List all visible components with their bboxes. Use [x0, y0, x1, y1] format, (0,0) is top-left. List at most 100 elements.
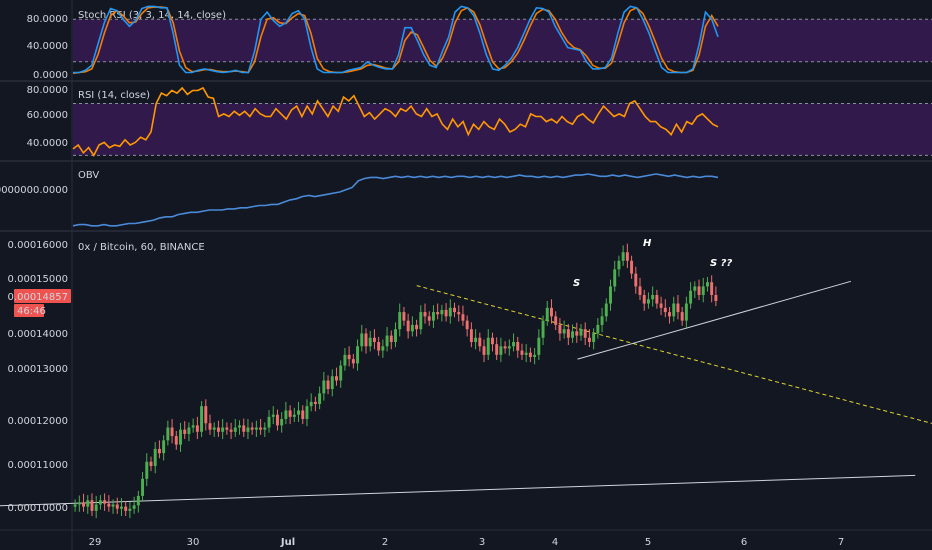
candle-body [238, 425, 241, 428]
candle-body [410, 324, 414, 332]
candle-body [351, 359, 355, 364]
candle-body [322, 380, 326, 394]
candle-body [524, 352, 528, 355]
candle-body [541, 320, 545, 338]
candle-body [162, 440, 166, 454]
candle-body [630, 260, 634, 274]
candle-body [453, 307, 456, 313]
candle-body [474, 337, 478, 343]
candle-body [402, 312, 406, 321]
annotation-right-shoulder: S ?? [710, 258, 732, 269]
candle-body [136, 495, 140, 506]
xtick: 6 [741, 537, 747, 548]
candle-body [592, 333, 596, 343]
candle-body [166, 427, 170, 441]
candle-body [680, 312, 684, 321]
candle-body [583, 329, 587, 338]
candle-body [297, 410, 301, 415]
candle-body [208, 423, 212, 430]
candle-body [398, 312, 402, 330]
rsi-band [73, 103, 932, 156]
candle-body [103, 500, 107, 504]
candle-body [284, 410, 288, 419]
candle-body [115, 504, 119, 509]
candle-body [646, 299, 650, 304]
candle-body [406, 320, 410, 332]
candle-body [537, 337, 541, 355]
candle-body [495, 344, 499, 355]
candle-body [579, 329, 583, 336]
candle-body [364, 333, 368, 347]
candle-body [600, 316, 604, 325]
price-ytick: 0.00013000 [8, 364, 68, 375]
candle-body [183, 429, 187, 434]
candle-body [609, 286, 612, 304]
candle-body [111, 504, 115, 507]
candle-body [575, 331, 579, 336]
candle-body [642, 294, 646, 304]
candle-body [710, 282, 714, 295]
candle-body [377, 342, 381, 351]
candle-body [545, 307, 549, 321]
candle-body [204, 406, 208, 424]
candle-body [339, 365, 343, 381]
countdown-badge [14, 304, 44, 317]
chart-plot-area [0, 5, 932, 519]
candle-body [90, 500, 94, 511]
candle-body [562, 329, 566, 334]
countdown-label: 46:46 [17, 306, 46, 317]
xtick: 29 [89, 537, 102, 548]
candle-body [469, 329, 473, 343]
candle-body [360, 333, 364, 347]
candle-body [381, 346, 385, 351]
price-ytick: 0.00015000 [8, 274, 68, 285]
candle-body [668, 312, 671, 317]
candle-body [566, 329, 570, 338]
candle-body [419, 312, 423, 330]
candle-body [520, 350, 524, 355]
annotation-head: H [643, 238, 652, 249]
candle-body [170, 427, 174, 437]
candle-body [254, 427, 258, 430]
candle-body [263, 427, 267, 430]
candle-body [440, 309, 444, 315]
candle-body [73, 504, 77, 507]
candle-body [259, 427, 263, 430]
candle-body [246, 427, 250, 432]
candle-body [212, 427, 216, 430]
candle-body [621, 252, 625, 261]
xtick: 5 [645, 537, 651, 548]
candle-body [301, 410, 305, 419]
candle-body [394, 329, 397, 343]
price-ytick: 0.00010000 [8, 503, 68, 514]
current-price-badge [14, 289, 71, 303]
candle-body [267, 416, 271, 428]
candle-body [98, 500, 102, 505]
candle-body [153, 448, 157, 467]
candle-body [596, 324, 600, 334]
candle-body [225, 427, 229, 430]
stochrsi-band [73, 19, 932, 62]
candle-body [141, 478, 145, 496]
candle-body [587, 337, 591, 343]
candle-body [571, 331, 575, 338]
candle-body [693, 286, 697, 291]
candle-body [554, 316, 558, 325]
candle-body [423, 312, 427, 317]
candle-body [372, 337, 376, 343]
candle-body [149, 461, 153, 467]
candle-body [271, 414, 275, 417]
candle-body [305, 406, 309, 419]
candle-body [431, 312, 435, 321]
candle-body [145, 461, 149, 479]
candle-body [604, 303, 608, 317]
xtick: 4 [552, 537, 558, 548]
candle-body [389, 335, 393, 343]
candle-body [436, 312, 440, 315]
candle-body [689, 290, 693, 304]
candle-body [465, 320, 469, 330]
rsi-ytick: 40.0000 [27, 138, 68, 149]
annotation-left-shoulder: S [573, 278, 580, 289]
candle-body [625, 252, 629, 261]
